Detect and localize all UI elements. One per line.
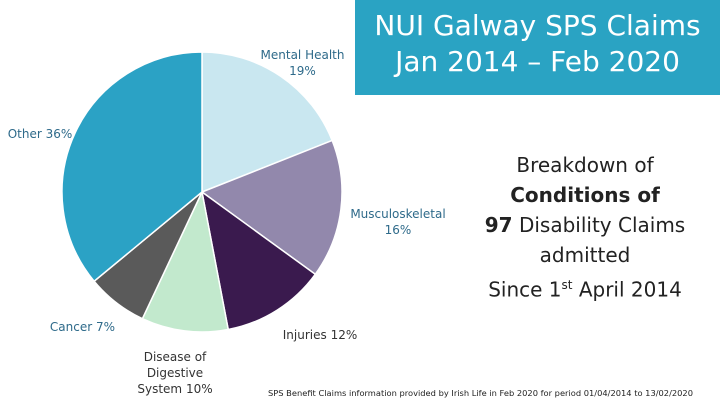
value-label: 36%: [45, 127, 73, 141]
annotation-line: Since 1st April 2014: [470, 270, 700, 305]
annotation-line: 97 Disability Claims: [470, 210, 700, 240]
slice-label: Cancer 7%: [40, 319, 125, 335]
slice-label: Musculoskeletal 16%: [348, 206, 448, 238]
text: Breakdown of: [516, 153, 654, 177]
category-label: Other: [7, 127, 42, 141]
value-label: 7%: [96, 320, 116, 334]
text: 97: [484, 213, 513, 237]
title-box: NUI Galway SPS Claims Jan 2014 – Feb 202…: [355, 0, 720, 95]
slice-label: Mental Health 19%: [255, 47, 350, 79]
value-label: 19%: [289, 64, 316, 78]
pie-slice: [200, 190, 317, 331]
slice-label: Disease of Digestive System 10%: [135, 349, 215, 397]
pie-slice: [200, 139, 343, 276]
title-line: NUI Galway SPS Claims: [374, 9, 701, 42]
category-label: Mental Health: [260, 48, 345, 62]
value-label: 12%: [330, 328, 358, 342]
category-label: Musculoskeletal: [350, 207, 446, 221]
text: Disability Claims: [512, 213, 686, 237]
slice-label: Injuries 12%: [280, 327, 360, 343]
category-label: Cancer: [49, 320, 93, 334]
text: Conditions of: [510, 183, 660, 207]
text: admitted: [539, 243, 631, 267]
text: April 2014: [572, 277, 682, 302]
text: st: [561, 278, 573, 292]
annotation-line: Conditions of: [470, 180, 700, 210]
annotation: Breakdown of Conditions of 97 Disability…: [470, 150, 700, 305]
value-label: 16%: [384, 223, 412, 237]
title-line: Jan 2014 – Feb 2020: [395, 45, 680, 78]
footnote: SPS Benefit Claims information provided …: [268, 388, 693, 398]
text: Since 1: [488, 277, 562, 302]
category-label: Injuries: [282, 328, 327, 342]
pie-slice: [141, 189, 230, 333]
annotation-line: Breakdown of: [470, 150, 700, 180]
value-label: 10%: [185, 382, 213, 396]
pie-slice: [61, 51, 203, 283]
category-label: Disease of Digestive System: [137, 350, 207, 396]
pie-slice: [201, 51, 334, 194]
slice-label: Other 36%: [0, 126, 80, 142]
annotation-line: admitted: [470, 240, 700, 270]
